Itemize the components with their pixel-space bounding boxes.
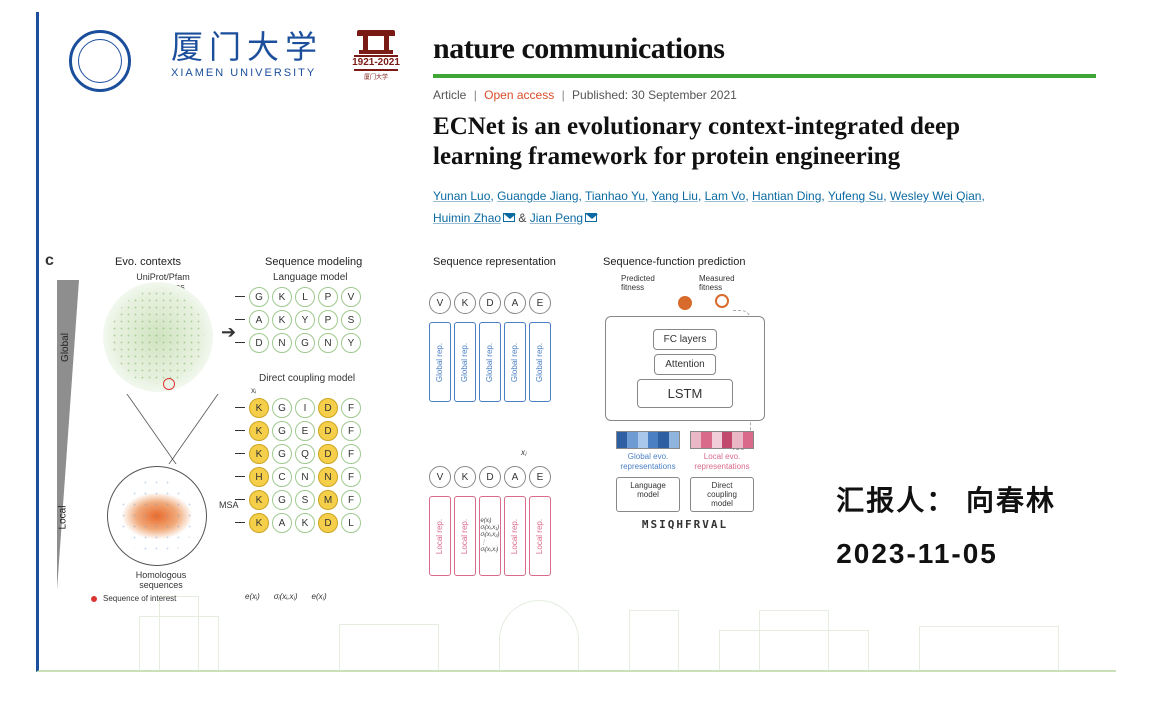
local-rep-caption: Local evo. representations <box>690 452 754 471</box>
article-title: ECNet is an evolutionary context-integra… <box>433 112 1033 172</box>
sequence-marker-icon <box>163 378 175 390</box>
lstm-layer: LSTM <box>637 379 734 408</box>
global-rep-stripes-icon <box>616 431 680 449</box>
uniprot-cloud-icon <box>103 282 213 392</box>
centennial-logo: 1921-2021 厦门大学 <box>349 30 403 81</box>
fc-layer: FC layers <box>653 329 718 350</box>
global-local-triangle-icon <box>57 280 79 590</box>
predicted-fitness-dot-icon <box>678 296 692 310</box>
mail-icon[interactable] <box>503 213 515 222</box>
background-buildings-icon <box>39 580 1116 670</box>
university-name-en: XIAMEN UNIVERSITY <box>171 67 323 79</box>
panel-label: c <box>45 252 54 270</box>
col-head-seqmod: Sequence modeling <box>265 256 362 268</box>
global-representation: VKDAE Global rep.Global rep.Global rep.G… <box>429 292 551 402</box>
xj-label: xⱼ <box>521 448 526 457</box>
lm-box: Language model <box>616 477 680 512</box>
article-meta: Article | Open access | Published: 30 Se… <box>433 88 1096 102</box>
author-list: Yunan Luo, Guangde Jiang, Tianhao Yu, Ya… <box>433 186 1033 229</box>
centennial-sub: 厦门大学 <box>349 72 403 81</box>
university-name-cn: 厦门大学 <box>171 30 323 65</box>
presenter-block: 汇报人： 向春林 2023-11-05 <box>836 474 1056 580</box>
scale-local-label: Local <box>57 506 68 530</box>
journal-rule <box>433 74 1096 78</box>
language-model-label: Language model <box>273 272 411 283</box>
xi-label: xᵢ <box>251 386 411 395</box>
dc-model-label: Direct coupling model <box>259 373 411 384</box>
author[interactable]: Wesley Wei Qian <box>890 189 982 203</box>
mail-icon[interactable] <box>585 213 597 222</box>
author[interactable]: Yufeng Su <box>828 189 883 203</box>
input-sequence: MSIQHFRVAL <box>605 518 765 531</box>
author[interactable]: Guangde Jiang <box>497 189 578 203</box>
presenter-name: 向春林 <box>966 485 1056 516</box>
model-stack: FC layers Attention LSTM <box>605 316 765 421</box>
publish-date: Published: 30 September 2021 <box>572 88 737 102</box>
arrow-right-icon: ➔ <box>221 322 236 343</box>
attention-layer: Attention <box>654 354 715 375</box>
global-rep-caption: Global evo. representations <box>616 452 680 471</box>
figure-panel-c: c Evo. contexts Sequence modeling Sequen… <box>45 252 765 612</box>
author[interactable]: Lam Vo <box>705 189 746 203</box>
author[interactable]: Yunan Luo <box>433 189 490 203</box>
centennial-years: 1921-2021 <box>349 58 403 68</box>
university-seal-icon <box>69 30 131 92</box>
col-head-seqrep: Sequence representation <box>433 256 556 268</box>
col-head-evo: Evo. contexts <box>115 256 181 268</box>
university-name-block: 厦门大学 XIAMEN UNIVERSITY <box>171 30 323 79</box>
presenter-label: 汇报人： <box>836 485 956 516</box>
msa-label: MSA <box>219 500 239 510</box>
local-rep-stripes-icon <box>690 431 754 449</box>
article-type: Article <box>433 88 466 102</box>
open-access-badge: Open access <box>484 88 554 102</box>
scale-global-label: Global <box>60 333 71 362</box>
author[interactable]: Hantian Ding <box>752 189 821 203</box>
journal-title: nature communications <box>433 32 1096 66</box>
author[interactable]: Yang Liu <box>651 189 697 203</box>
local-representation: VKDAE Local rep.Local rep.e(xᵢ) σᵢ(xᵢ,x₁… <box>429 466 551 576</box>
author[interactable]: Jian Peng <box>530 211 583 225</box>
dc-box: Direct coupling model <box>690 477 754 512</box>
presentation-date: 2023-11-05 <box>836 527 1056 580</box>
author[interactable]: Huimin Zhao <box>433 211 501 225</box>
author[interactable]: Tianhao Yu <box>585 189 645 203</box>
homologous-cloud-icon <box>107 466 207 566</box>
